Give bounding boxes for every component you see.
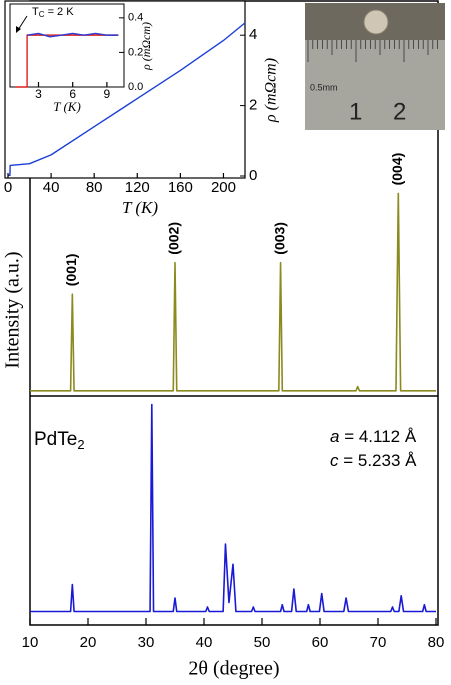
photo-label: 0.5mm <box>310 82 338 92</box>
x-tick-label: 80 <box>86 179 103 196</box>
compound-label: PdTe2 <box>34 429 85 452</box>
x-tick-label: 6 <box>69 87 76 101</box>
x-tick-label: 70 <box>370 634 387 651</box>
x-tick-label: 60 <box>312 634 329 651</box>
lattice-value: = 4.112 Å <box>339 427 416 446</box>
data-line <box>30 192 436 392</box>
tc-main: T <box>32 6 39 18</box>
x-tick-label: 80 <box>428 634 445 651</box>
lattice-symbol: c <box>330 451 339 470</box>
y-tick-label: 2 <box>249 97 257 114</box>
ruler <box>305 40 445 130</box>
ruler-ticks <box>307 40 439 62</box>
lattice-a: a = 4.112 Å <box>330 427 417 446</box>
x-tick-label: 0 <box>4 179 12 196</box>
data-line <box>30 403 436 613</box>
lattice-value: = 5.233 Å <box>339 451 418 470</box>
y-tick-label: 0 <box>249 167 257 184</box>
lattice-symbol: a <box>330 427 339 446</box>
x-tick-label: 200 <box>211 179 236 196</box>
x-tick-label: 10 <box>22 634 39 651</box>
photo-label: 2 <box>393 98 406 125</box>
x-tick-label: 160 <box>168 179 193 196</box>
photo-label: 1 <box>349 98 362 125</box>
peak-label: (003) <box>271 222 287 255</box>
peak-label: (004) <box>389 153 405 186</box>
lattice-c: c = 5.233 Å <box>330 451 417 470</box>
tc-sub: C <box>39 10 45 19</box>
compound-sub: 2 <box>77 437 84 452</box>
compound-main: PdTe <box>34 429 77 450</box>
x-tick-label: 120 <box>125 179 150 196</box>
y-tick-label: 0.2 <box>128 46 143 58</box>
data-line <box>26 32 119 38</box>
x-tick-label: 20 <box>80 634 97 651</box>
x-tick-label: 40 <box>196 634 213 651</box>
y-axis-label: Intensity (a.u.) <box>2 251 24 368</box>
peak-label: (002) <box>166 222 182 255</box>
inset-y-label: ρ (mΩcm) <box>263 58 280 123</box>
sample-photo: 0.5mm 1 2 <box>305 3 445 130</box>
x-tick-label: 3 <box>35 87 42 101</box>
sample-disc <box>363 9 389 35</box>
subinset-x-label: T (K) <box>53 99 81 114</box>
x-tick-label: 40 <box>43 179 60 196</box>
tc-rest: = 2 K <box>45 6 75 18</box>
x-tick-label: 50 <box>254 634 271 651</box>
tc-arrow <box>17 15 28 31</box>
inset-x-label: T (K) <box>122 198 158 217</box>
subinset-frame <box>9 3 125 88</box>
y-tick-label: 0.0 <box>128 81 143 93</box>
tc-annotation: TC = 2 K <box>32 6 74 19</box>
y-tick-label: 4 <box>249 26 257 43</box>
subinset-y-label: ρ (mΩcm) <box>139 22 153 71</box>
data-line <box>8 22 246 176</box>
x-tick-label: 30 <box>138 634 155 651</box>
tc-arrowhead <box>16 26 21 33</box>
x-tick-label: 9 <box>104 87 111 101</box>
x-axis-label: 2θ (degree) <box>188 658 279 680</box>
y-tick-label: 0.4 <box>128 12 143 24</box>
peak-label: (001) <box>63 254 79 287</box>
